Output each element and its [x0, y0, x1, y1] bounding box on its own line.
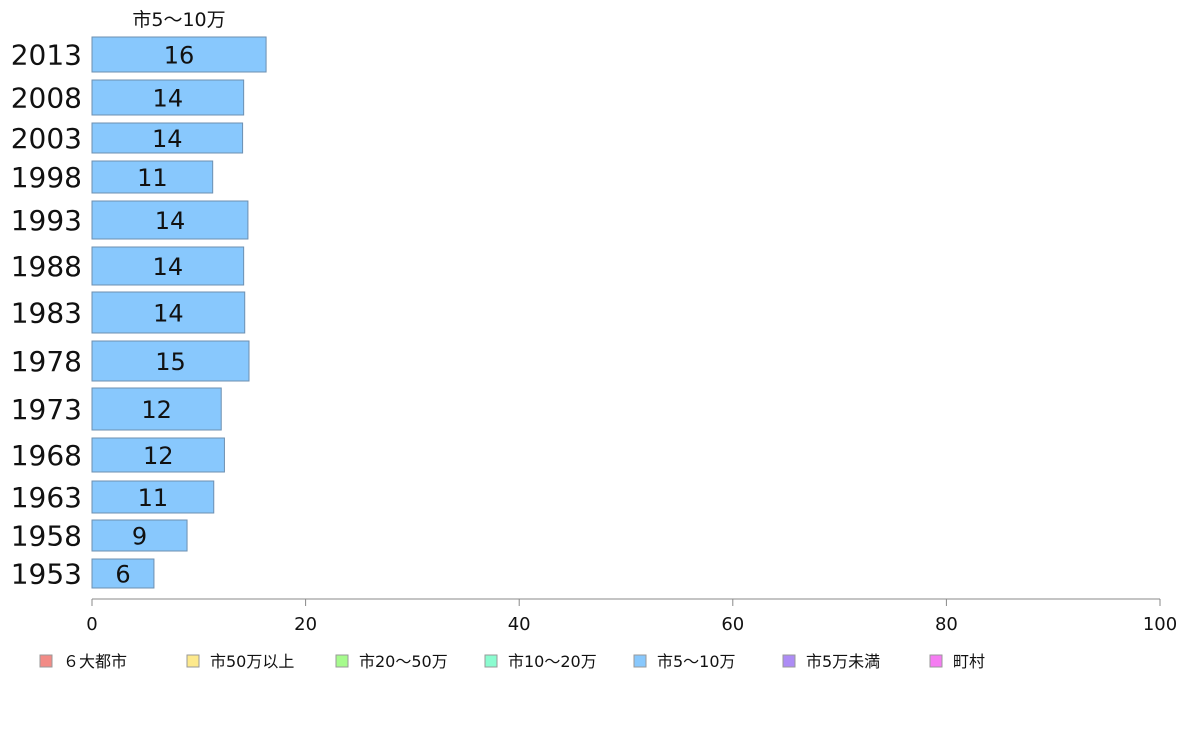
legend-label: 市5万未満	[806, 652, 880, 671]
bar-value-label: 14	[152, 125, 183, 153]
legend-label: 町村	[953, 652, 985, 671]
legend-label: 市20〜50万	[359, 652, 448, 671]
bar	[91, 246, 245, 286]
y-tick-label: 1958	[11, 520, 82, 553]
y-tick-label: 2013	[11, 39, 82, 72]
bar	[91, 558, 155, 589]
y-tick-label: 2003	[11, 122, 82, 155]
bar	[91, 340, 250, 382]
bar-value-label: 15	[155, 348, 186, 376]
bar	[91, 437, 225, 473]
bar-value-label: 14	[153, 85, 184, 113]
legend-swatch	[484, 654, 498, 668]
x-tick-label: 0	[86, 614, 97, 635]
y-tick-label: 1983	[11, 297, 82, 330]
bar	[91, 160, 214, 194]
y-tick-label: 2008	[11, 82, 82, 115]
bar-value-label: 14	[155, 207, 186, 235]
y-tick-label: 1993	[11, 204, 82, 237]
y-tick-label: 1968	[11, 439, 82, 472]
bar	[91, 519, 188, 552]
y-tick-label: 1988	[11, 250, 82, 283]
bar-value-label: 16	[164, 42, 195, 70]
y-tick-label: 1973	[11, 393, 82, 426]
y-tick-label: 1963	[11, 481, 82, 514]
legend-label: ６大都市	[63, 652, 127, 671]
bars-group: 2013 16 2008 14 2003 14 1998 11 1993 14 1988 14 1983…	[11, 36, 267, 591]
x-tick-label: 20	[294, 614, 317, 635]
legend-label: 市5〜10万	[657, 652, 736, 671]
y-tick-label: 1953	[11, 558, 82, 591]
bar-value-label: 12	[141, 396, 172, 424]
legend-swatch	[929, 654, 943, 668]
legend-label: 市10〜20万	[508, 652, 597, 671]
legend-label: 市50万以上	[210, 652, 294, 671]
bar	[91, 387, 222, 431]
y-tick-label: 1998	[11, 161, 82, 194]
bar-value-label: 11	[138, 484, 169, 512]
x-tick-label: 40	[508, 614, 531, 635]
x-axis: 0 20 40 60 80 100	[86, 598, 1177, 635]
x-tick-label: 60	[721, 614, 744, 635]
legend-swatch	[335, 654, 349, 668]
bar	[91, 480, 215, 514]
x-tick-label: 100	[1143, 614, 1177, 635]
y-tick-label: 1978	[11, 345, 82, 378]
legend-swatch	[186, 654, 200, 668]
bar-value-label: 12	[143, 442, 174, 470]
bar	[91, 79, 245, 116]
bar	[91, 200, 249, 240]
bar-value-label: 14	[153, 300, 184, 328]
legend-swatch	[782, 654, 796, 668]
bar-value-label: 9	[132, 523, 147, 551]
legend-swatch	[39, 654, 53, 668]
bar	[91, 122, 244, 154]
legend-swatch	[633, 654, 647, 668]
bar-value-label: 14	[153, 253, 184, 281]
bar-value-label: 11	[137, 164, 168, 192]
legend: ６大都市 市50万以上 市20〜50万 市10〜20万 市5〜10万 市5万未満 町村	[39, 652, 985, 671]
bar-value-label: 6	[115, 561, 130, 589]
x-tick-label: 80	[935, 614, 958, 635]
series-header: 市5〜10万	[132, 9, 225, 31]
bar	[91, 36, 267, 73]
bar	[91, 291, 246, 334]
